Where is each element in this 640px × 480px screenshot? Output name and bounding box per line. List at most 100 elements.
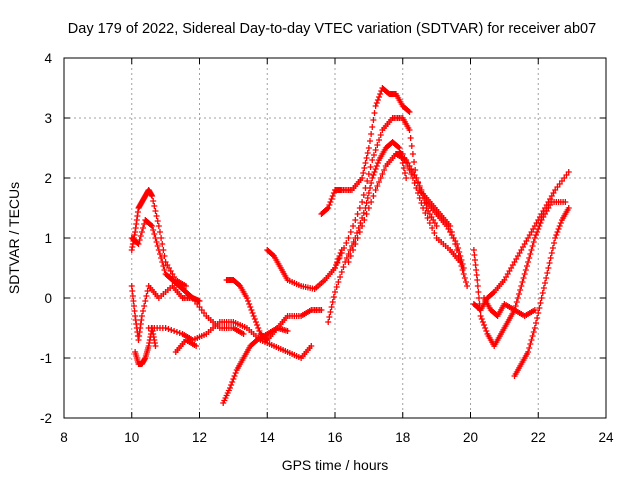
data-point <box>345 259 352 265</box>
data-point <box>403 175 410 181</box>
data-point <box>247 304 254 310</box>
data-point <box>565 169 572 175</box>
data-point <box>153 239 160 245</box>
data-point <box>352 241 359 247</box>
data-point <box>529 243 536 249</box>
data-point <box>334 260 341 266</box>
series-arc-19 <box>511 205 572 379</box>
data-point <box>431 230 438 236</box>
data-point <box>374 142 381 148</box>
data-point <box>160 247 167 253</box>
data-point <box>458 263 465 269</box>
data-point <box>460 271 467 277</box>
data-point <box>395 144 402 150</box>
data-point <box>368 180 375 186</box>
data-point <box>535 226 542 232</box>
data-point <box>527 251 534 257</box>
data-point <box>535 310 542 316</box>
data-point <box>474 277 481 283</box>
data-point <box>318 307 325 313</box>
data-point <box>149 193 156 199</box>
data-point <box>530 329 537 335</box>
data-point <box>156 229 163 235</box>
data-point <box>532 232 539 238</box>
data-point <box>406 109 413 115</box>
data-point <box>158 235 165 241</box>
data-point <box>369 175 376 181</box>
chart-title: Day 179 of 2022, Sidereal Day-to-day VTE… <box>68 21 596 37</box>
data-point <box>347 253 354 259</box>
x-tick-label: 16 <box>327 430 342 445</box>
data-point <box>367 138 374 144</box>
data-point <box>350 247 357 253</box>
data-point <box>250 313 257 319</box>
data-point <box>554 229 561 235</box>
data-point <box>513 299 520 305</box>
data-point <box>555 226 562 232</box>
data-point <box>474 283 481 289</box>
data-point <box>182 283 189 289</box>
y-axis-label: SDTVAR / TECUs <box>6 182 22 294</box>
data-point <box>325 205 332 211</box>
x-tick-label: 22 <box>531 430 546 445</box>
data-point <box>525 259 532 265</box>
data-point <box>372 166 379 172</box>
data-point <box>361 217 368 223</box>
data-point <box>549 245 556 251</box>
data-point <box>531 235 538 241</box>
data-point <box>464 283 471 289</box>
data-point <box>552 235 559 241</box>
x-tick-label: 20 <box>463 430 478 445</box>
series-arc-15 <box>416 187 471 289</box>
series-arc-2 <box>128 187 189 289</box>
data-point <box>381 167 388 173</box>
data-point <box>413 175 420 181</box>
data-point <box>520 275 527 281</box>
data-point <box>379 171 386 177</box>
y-tick-label: -2 <box>40 411 52 426</box>
data-point <box>416 195 423 201</box>
data-point <box>370 152 377 158</box>
data-point <box>527 341 534 347</box>
data-point <box>457 259 464 265</box>
data-point <box>340 264 347 270</box>
data-point <box>528 337 535 343</box>
data-point <box>543 275 550 281</box>
data-point <box>228 382 235 388</box>
data-point <box>525 349 532 355</box>
x-tick-label: 10 <box>124 430 139 445</box>
data-point <box>361 165 368 171</box>
data-point <box>248 307 255 313</box>
data-point <box>153 213 160 219</box>
data-point <box>518 283 525 289</box>
data-point <box>152 235 159 241</box>
data-point <box>352 217 359 223</box>
data-point <box>516 291 523 297</box>
data-point <box>150 198 157 204</box>
x-tick-label: 18 <box>395 430 410 445</box>
data-point <box>557 220 564 226</box>
data-point <box>226 385 233 391</box>
data-point <box>161 253 168 259</box>
data-point <box>370 172 377 178</box>
data-point <box>141 303 148 309</box>
data-point <box>418 200 425 206</box>
data-point <box>354 235 361 241</box>
data-point <box>363 211 370 217</box>
data-point <box>413 185 420 191</box>
data-point <box>176 330 183 336</box>
data-point <box>377 132 384 138</box>
data-point <box>354 211 361 217</box>
data-point <box>407 135 414 141</box>
data-point <box>154 218 161 224</box>
data-point <box>374 160 381 166</box>
data-point <box>230 376 237 382</box>
data-point <box>355 225 362 231</box>
data-point <box>534 315 541 321</box>
data-point <box>243 295 250 301</box>
data-point <box>532 320 539 326</box>
data-point <box>455 253 462 259</box>
data-point <box>540 285 547 291</box>
data-point <box>529 333 536 339</box>
